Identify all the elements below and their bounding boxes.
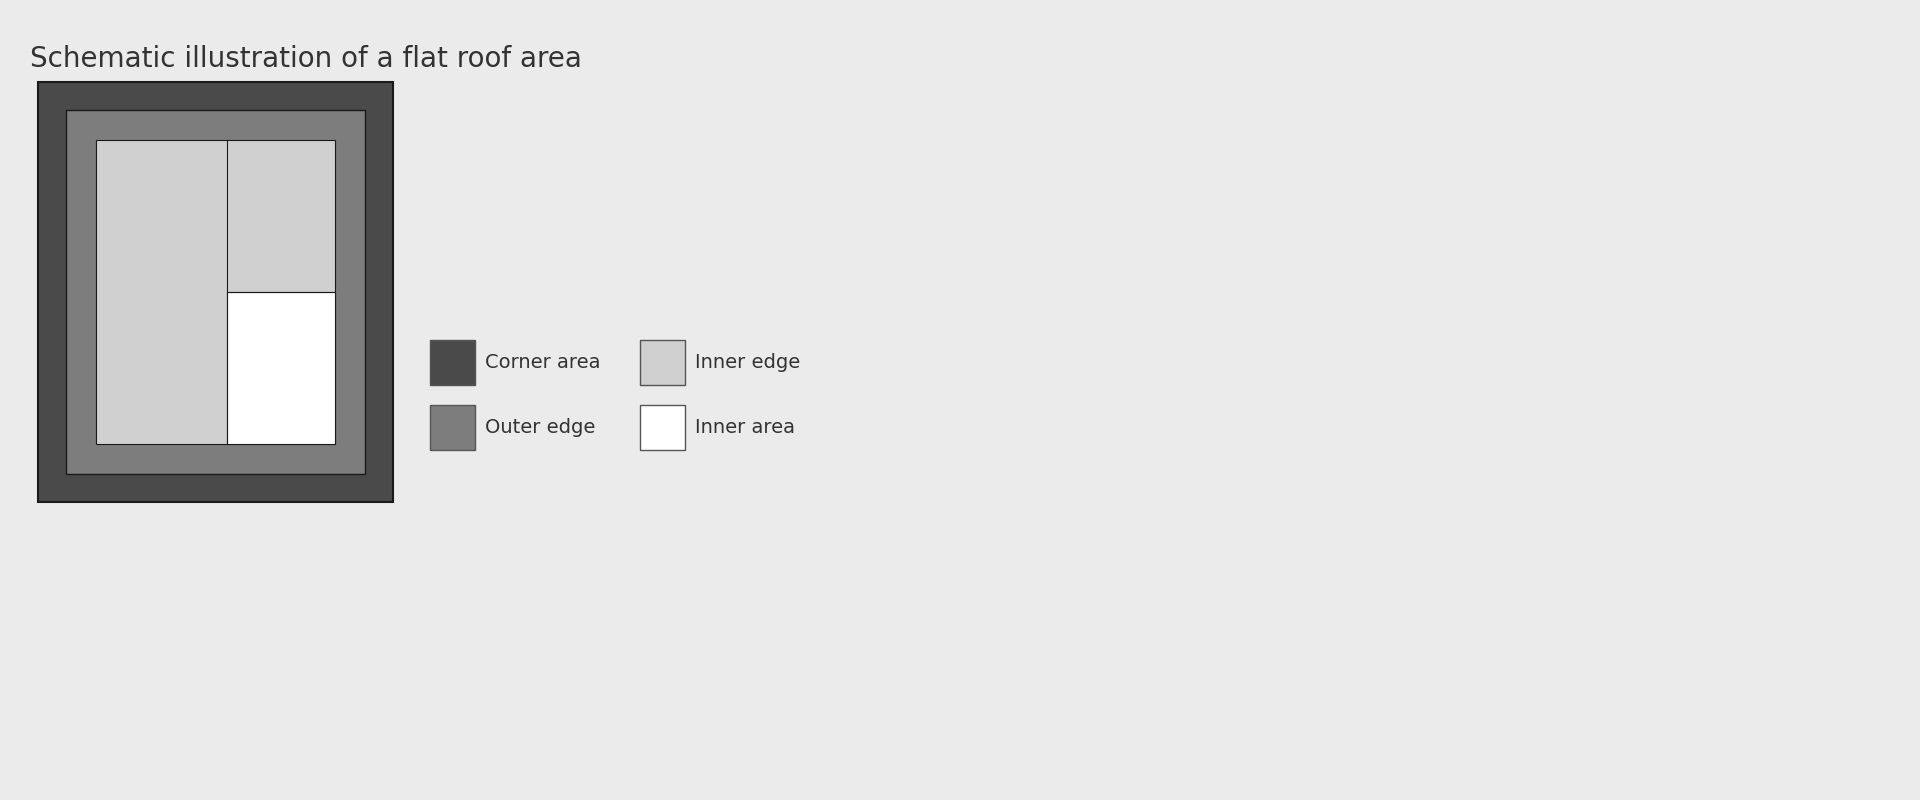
Text: Schematic illustration of a flat roof area: Schematic illustration of a flat roof ar…: [31, 45, 582, 73]
Bar: [227, 292, 334, 444]
Bar: [430, 405, 474, 450]
Text: Outer edge: Outer edge: [486, 418, 595, 437]
Bar: [639, 340, 685, 385]
Text: Inner area: Inner area: [695, 418, 795, 437]
Bar: [65, 110, 365, 474]
Bar: [38, 82, 394, 502]
Bar: [430, 340, 474, 385]
Bar: [639, 405, 685, 450]
Text: Inner edge: Inner edge: [695, 353, 801, 372]
Bar: [96, 140, 334, 444]
Text: Corner area: Corner area: [486, 353, 601, 372]
